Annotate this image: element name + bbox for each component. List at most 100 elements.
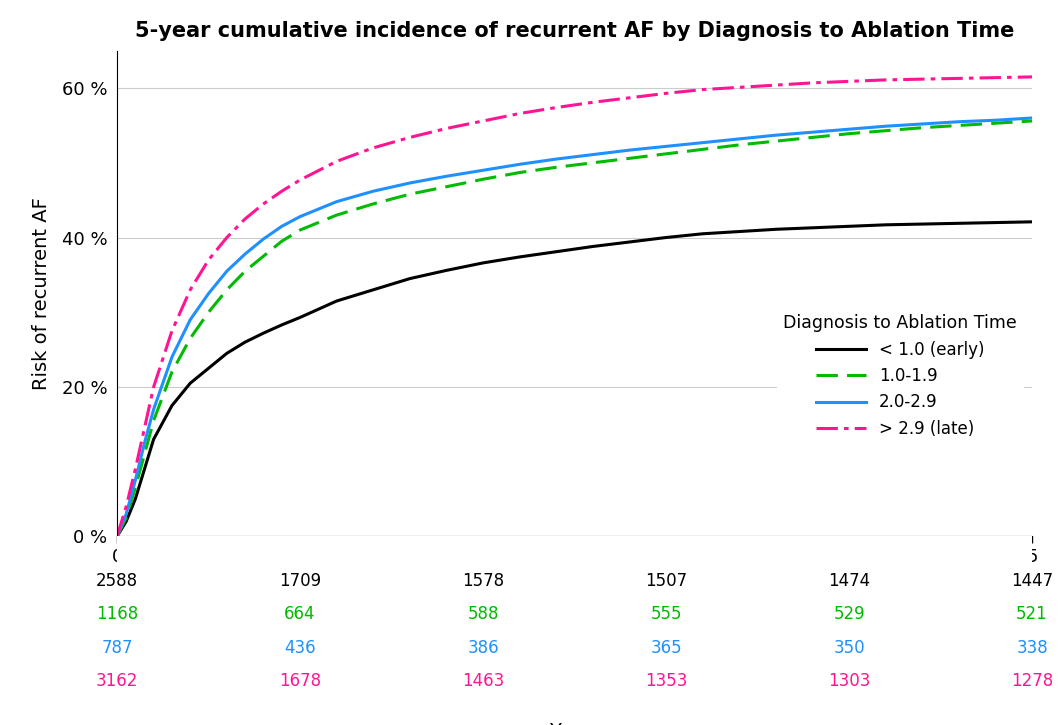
< 1.0 (early)	[276, 320, 288, 329]
Legend: < 1.0 (early), 1.0-1.9, 2.0-2.9, > 2.9 (late): < 1.0 (early), 1.0-1.9, 2.0-2.9, > 2.9 (…	[777, 307, 1024, 444]
> 2.9 (late)	[330, 157, 343, 166]
> 2.9 (late)	[138, 423, 151, 432]
1.0-1.9	[367, 199, 380, 208]
1.0-1.9	[733, 141, 746, 149]
2.0-2.9	[550, 154, 563, 163]
2.0-2.9	[879, 122, 892, 130]
< 1.0 (early)	[184, 379, 197, 388]
Text: 1474: 1474	[828, 572, 870, 590]
1.0-1.9	[330, 211, 343, 220]
1.0-1.9	[879, 126, 892, 135]
Text: 365: 365	[650, 639, 682, 657]
< 1.0 (early)	[624, 238, 636, 247]
> 2.9 (late)	[166, 326, 179, 335]
> 2.9 (late)	[1026, 72, 1038, 81]
1.0-1.9	[807, 133, 819, 142]
< 1.0 (early)	[440, 266, 453, 275]
2.0-2.9	[294, 212, 306, 221]
> 2.9 (late)	[843, 77, 855, 86]
1.0-1.9	[477, 175, 489, 183]
< 1.0 (early)	[916, 220, 929, 228]
1.0-1.9	[129, 484, 142, 492]
< 1.0 (early)	[367, 286, 380, 294]
Y-axis label: Risk of recurrent AF: Risk of recurrent AF	[32, 197, 51, 390]
> 2.9 (late)	[129, 465, 142, 473]
< 1.0 (early)	[220, 349, 233, 357]
Text: 521: 521	[1016, 605, 1048, 624]
2.0-2.9	[916, 120, 929, 128]
2.0-2.9	[952, 117, 965, 126]
< 1.0 (early)	[120, 517, 133, 526]
> 2.9 (late)	[660, 89, 672, 98]
< 1.0 (early)	[111, 532, 123, 541]
> 2.9 (late)	[294, 175, 306, 184]
Text: 1463: 1463	[462, 672, 504, 690]
Text: Years: Years	[549, 721, 600, 725]
2.0-2.9	[733, 135, 746, 144]
> 2.9 (late)	[696, 86, 709, 94]
1.0-1.9	[990, 119, 1002, 128]
> 2.9 (late)	[202, 256, 215, 265]
< 1.0 (early)	[477, 259, 489, 268]
2.0-2.9	[276, 222, 288, 231]
Text: 2588: 2588	[96, 572, 138, 590]
Text: 1353: 1353	[645, 672, 687, 690]
2.0-2.9	[330, 197, 343, 206]
1.0-1.9	[184, 334, 197, 343]
Text: 386: 386	[467, 639, 499, 657]
2.0-2.9	[624, 146, 636, 154]
Text: 3162: 3162	[96, 672, 138, 690]
> 2.9 (late)	[916, 75, 929, 83]
> 2.9 (late)	[990, 73, 1002, 82]
> 2.9 (late)	[550, 103, 563, 112]
Text: 1278: 1278	[1011, 672, 1053, 690]
1.0-1.9	[403, 190, 416, 199]
1.0-1.9	[660, 149, 672, 158]
1.0-1.9	[1026, 117, 1038, 125]
2.0-2.9	[1026, 114, 1038, 123]
Text: 350: 350	[833, 639, 865, 657]
2.0-2.9	[220, 267, 233, 276]
> 2.9 (late)	[769, 80, 782, 89]
> 2.9 (late)	[733, 83, 746, 91]
> 2.9 (late)	[257, 199, 270, 208]
< 1.0 (early)	[990, 218, 1002, 227]
> 2.9 (late)	[477, 117, 489, 125]
1.0-1.9	[294, 225, 306, 234]
2.0-2.9	[138, 439, 151, 447]
1.0-1.9	[120, 513, 133, 522]
> 2.9 (late)	[147, 383, 160, 392]
> 2.9 (late)	[403, 133, 416, 142]
2.0-2.9	[990, 116, 1002, 125]
2.0-2.9	[843, 125, 855, 133]
> 2.9 (late)	[367, 144, 380, 152]
> 2.9 (late)	[238, 215, 251, 223]
2.0-2.9	[147, 405, 160, 414]
1.0-1.9	[202, 308, 215, 317]
< 1.0 (early)	[513, 252, 526, 261]
< 1.0 (early)	[1026, 218, 1038, 226]
< 1.0 (early)	[550, 247, 563, 256]
2.0-2.9	[120, 510, 133, 518]
2.0-2.9	[202, 289, 215, 298]
2.0-2.9	[660, 142, 672, 151]
< 1.0 (early)	[696, 229, 709, 238]
2.0-2.9	[166, 352, 179, 361]
< 1.0 (early)	[202, 364, 215, 373]
Text: 588: 588	[467, 605, 499, 624]
< 1.0 (early)	[952, 219, 965, 228]
1.0-1.9	[696, 145, 709, 154]
2.0-2.9	[111, 532, 123, 541]
Text: 1168: 1168	[96, 605, 138, 624]
Text: 1447: 1447	[1011, 572, 1053, 590]
< 1.0 (early)	[807, 223, 819, 232]
Text: 1578: 1578	[462, 572, 504, 590]
2.0-2.9	[769, 130, 782, 139]
1.0-1.9	[238, 267, 251, 276]
< 1.0 (early)	[769, 225, 782, 233]
2.0-2.9	[367, 187, 380, 196]
Text: 1507: 1507	[645, 572, 687, 590]
> 2.9 (late)	[807, 78, 819, 87]
1.0-1.9	[440, 183, 453, 191]
Text: 1303: 1303	[828, 672, 870, 690]
